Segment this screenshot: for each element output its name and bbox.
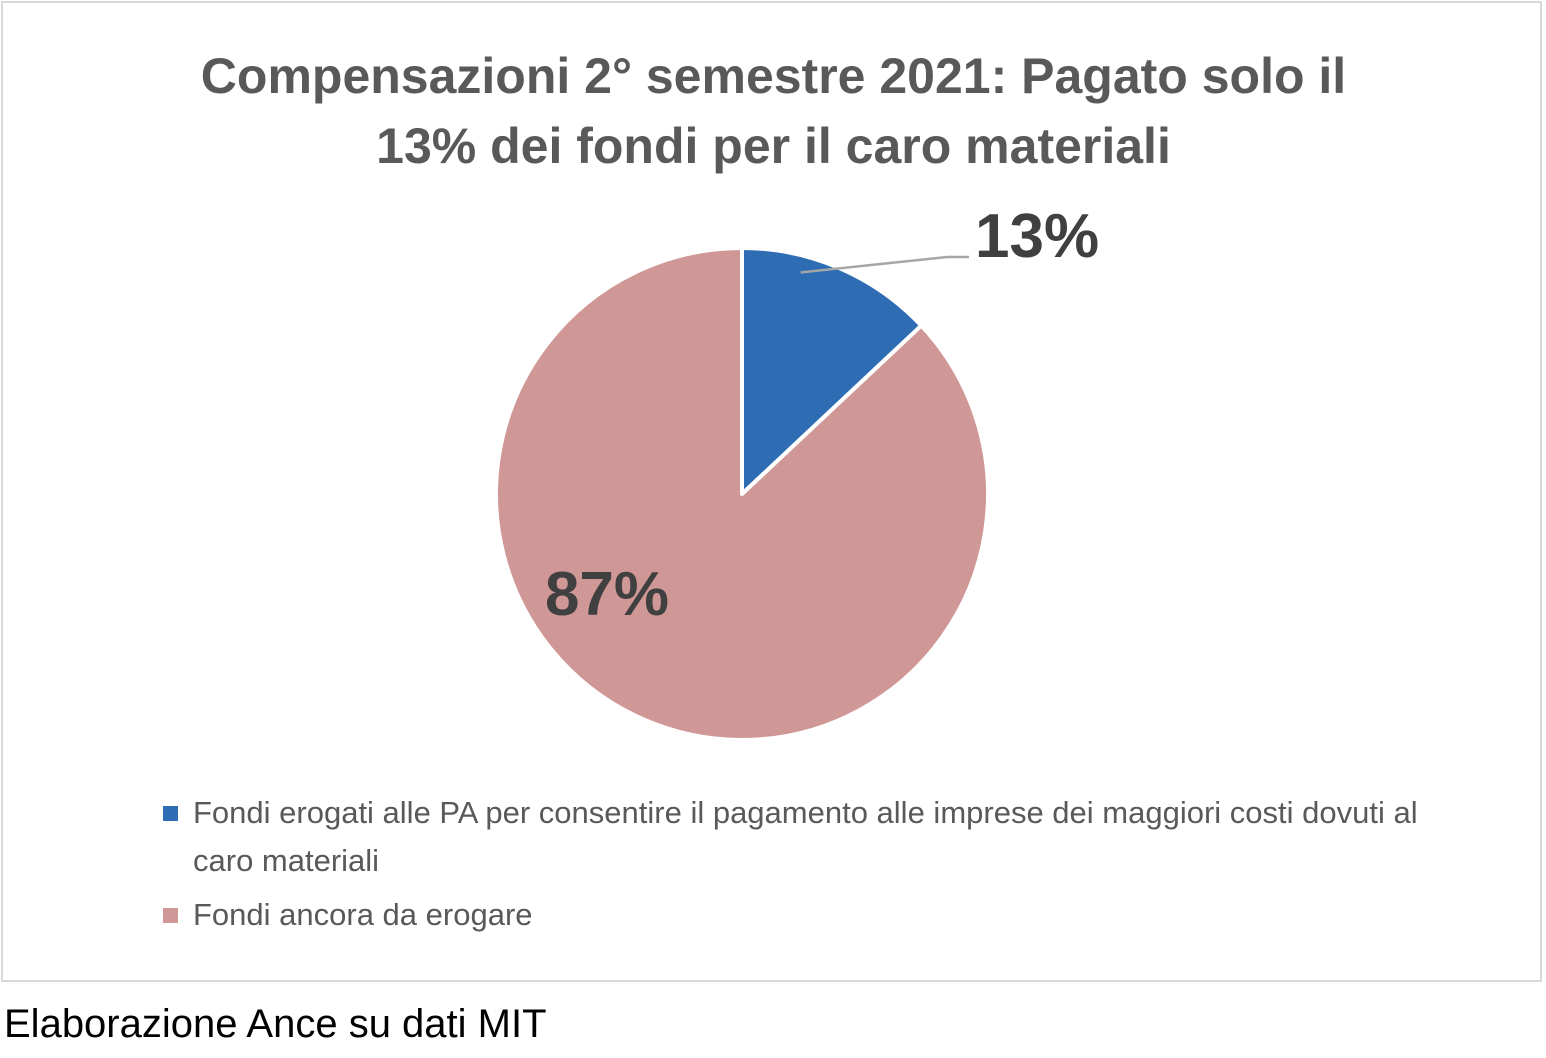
pie-slice-unpaid <box>494 246 990 742</box>
legend-swatch-unpaid <box>163 908 178 923</box>
pie-chart: 13% 87% <box>494 202 1099 742</box>
legend-label-unpaid: Fondi ancora da erogare <box>193 897 533 932</box>
chart-frame: Compensazioni 2° semestre 2021: Pagato s… <box>1 1 1542 982</box>
legend-item-unpaid: Fondi ancora da erogare <box>163 891 1483 939</box>
legend-swatch-paid <box>163 806 178 821</box>
chart-legend: Fondi erogati alle PA per consentire il … <box>163 789 1483 939</box>
chart-title: Compensazioni 2° semestre 2021: Pagato s… <box>3 41 1544 181</box>
data-label-unpaid: 87% <box>545 560 669 629</box>
leader-line-paid <box>800 255 969 274</box>
legend-item-paid: Fondi erogati alle PA per consentire il … <box>163 789 1483 885</box>
legend-label-paid: Fondi erogati alle PA per consentire il … <box>193 795 1418 878</box>
data-label-paid: 13% <box>975 202 1099 271</box>
chart-title-line-2: 13% dei fondi per il caro materiali <box>376 118 1171 174</box>
source-note: Elaborazione Ance su dati MIT <box>4 1002 547 1046</box>
chart-title-line-1: Compensazioni 2° semestre 2021: Pagato s… <box>200 48 1347 104</box>
